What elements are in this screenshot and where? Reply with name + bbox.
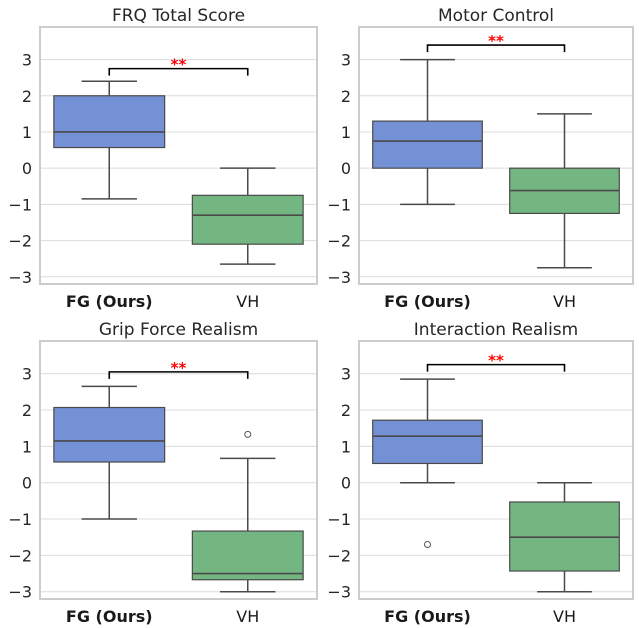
panel-3: −3 −2 −1 0 1 2 3 Grip Force Realism FG (Ours) VH *… — [8, 320, 318, 626]
box — [372, 120, 483, 169]
y-tick-label: −2 — [8, 232, 32, 251]
x-tick-label: FG (Ours) — [384, 607, 471, 626]
x-tick-label: FG (Ours) — [66, 607, 153, 626]
y-tick-label: 3 — [22, 365, 32, 384]
significance-label: ** — [171, 359, 187, 377]
y-tick-label: 2 — [22, 401, 32, 420]
y-tick-label: −3 — [8, 583, 32, 602]
y-tick-label: 2 — [341, 87, 351, 106]
y-tick-label: 3 — [341, 365, 351, 384]
y-tick-label: 0 — [22, 474, 32, 493]
y-tick-label: 0 — [341, 159, 351, 178]
x-tick-label: FG (Ours) — [66, 292, 153, 311]
plot-border — [358, 340, 634, 600]
panel-title: Grip Force Realism — [99, 320, 258, 340]
y-tick-label: −3 — [8, 268, 32, 287]
y-tick-label: −2 — [327, 232, 351, 251]
box — [191, 530, 304, 581]
y-tick-label: −1 — [8, 510, 32, 529]
box — [53, 95, 166, 149]
panel-4: −3 −2 −1 0 1 2 3 Interaction Realism FG (Ours) VH… — [327, 320, 634, 626]
y-tick-label: −1 — [8, 195, 32, 214]
y-tick-label: −2 — [327, 546, 351, 565]
plot-border — [358, 26, 634, 285]
outlier-point — [244, 430, 252, 438]
x-tick-label: VH — [236, 607, 259, 626]
y-tick-label: 3 — [22, 51, 32, 70]
panel-title: Interaction Realism — [414, 320, 578, 340]
significance-label: ** — [488, 352, 504, 370]
y-tick-label: 2 — [341, 401, 351, 420]
y-tick-label: 3 — [341, 51, 351, 70]
plot-border — [39, 340, 318, 600]
significance-bracket — [426, 44, 566, 53]
y-tick-label: 0 — [341, 474, 351, 493]
x-tick-label: VH — [236, 292, 259, 311]
box — [53, 406, 166, 463]
panel-1: −3 −2 −1 0 1 2 3 FRQ Total Score FG (Ours) VH ** — [8, 6, 318, 311]
panel-title: FRQ Total Score — [112, 6, 245, 26]
y-tick-label: −1 — [327, 195, 351, 214]
y-tick-label: 1 — [22, 123, 32, 142]
box — [191, 194, 304, 245]
y-tick-label: 1 — [341, 123, 351, 142]
y-tick-label: 1 — [341, 437, 351, 456]
y-tick-label: −3 — [327, 268, 351, 287]
box — [372, 419, 483, 465]
y-tick-label: −3 — [327, 583, 351, 602]
y-tick-label: 1 — [22, 437, 32, 456]
x-tick-label: VH — [553, 607, 576, 626]
y-tick-label: −2 — [8, 546, 32, 565]
panel-2: −3 −2 −1 0 1 2 3 Motor Control FG (Ours) VH ** — [327, 6, 634, 311]
significance-bracket — [108, 371, 249, 379]
significance-label: ** — [488, 32, 504, 50]
x-tick-label: VH — [553, 292, 576, 311]
plot-border — [39, 26, 318, 285]
panel-title: Motor Control — [438, 6, 554, 26]
significance-bracket — [426, 363, 566, 372]
y-tick-label: 2 — [22, 87, 32, 106]
significance-label: ** — [171, 56, 187, 74]
significance-bracket — [108, 67, 249, 76]
y-tick-label: −1 — [327, 510, 351, 529]
outlier-point — [424, 540, 431, 548]
y-tick-label: 0 — [22, 159, 32, 178]
x-tick-label: FG (Ours) — [384, 292, 471, 311]
